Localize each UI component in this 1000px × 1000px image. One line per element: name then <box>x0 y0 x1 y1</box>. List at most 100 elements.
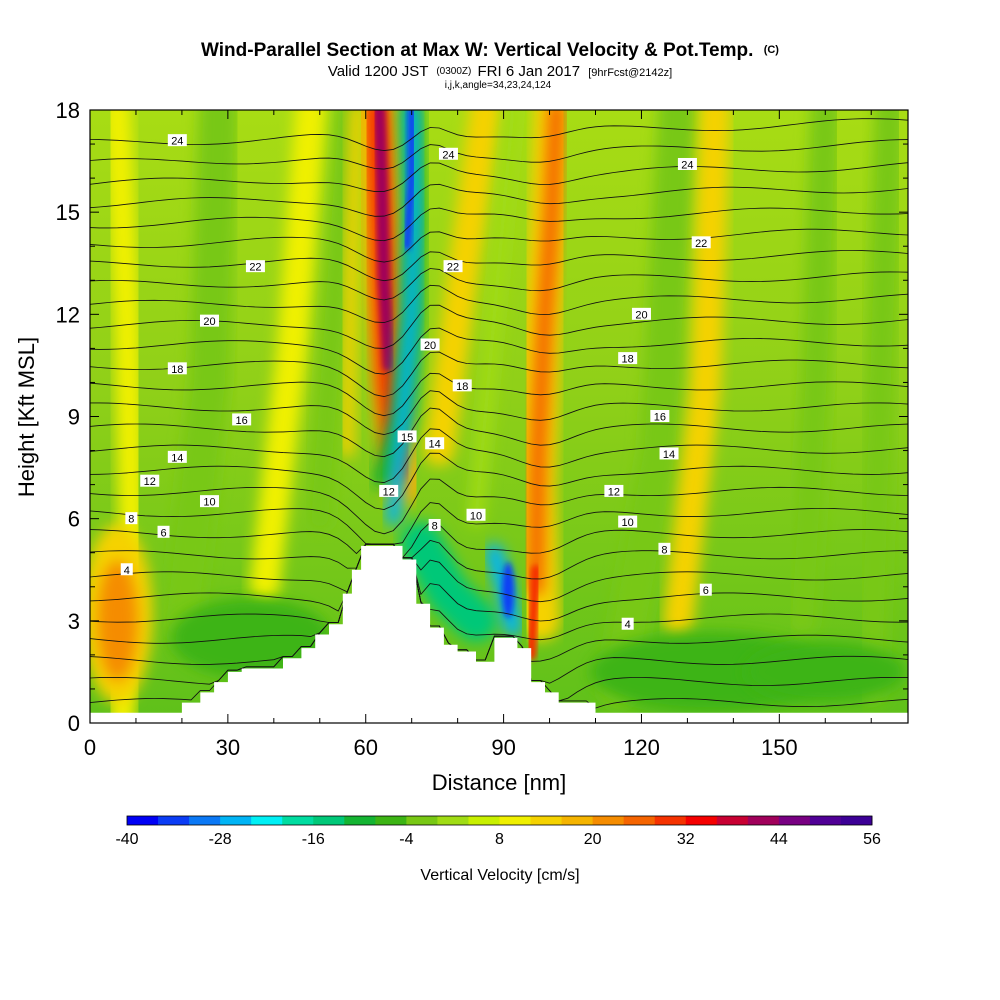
theta-label: 6 <box>157 525 170 539</box>
theta-label: 20 <box>631 307 651 321</box>
low-left-green <box>170 597 331 678</box>
stripe-left-green <box>161 110 239 641</box>
theta-label-text: 18 <box>171 364 183 376</box>
theta-label: 8 <box>125 512 138 526</box>
theta-label-text: 4 <box>625 619 631 631</box>
theta-label-text: 20 <box>203 316 215 328</box>
theta-label: 10 <box>618 515 638 529</box>
colorbar-swatch <box>220 816 252 825</box>
theta-isoline <box>90 428 908 484</box>
colorbar-tick-label: 32 <box>677 831 695 848</box>
theta-isoline <box>90 390 908 436</box>
theta-isoline <box>90 539 908 580</box>
theta-label-text: 4 <box>124 565 130 577</box>
theta-label: 10 <box>466 508 486 522</box>
theta-label: 18 <box>167 362 187 376</box>
colorbar-swatch <box>406 816 438 825</box>
colorbar-swatch <box>530 816 562 825</box>
theta-label: 12 <box>379 484 399 498</box>
colorbar-swatch <box>623 816 656 825</box>
theta-label-text: 12 <box>383 486 395 498</box>
theta-label-text: 20 <box>424 340 436 352</box>
colorbar-swatch <box>313 816 345 825</box>
colorbar-tick-label: -28 <box>209 831 232 848</box>
theta-label: 10 <box>199 495 219 509</box>
theta-isoline <box>90 351 908 398</box>
theta-isoline <box>90 327 908 375</box>
colorbar-tick-label: 8 <box>495 831 504 848</box>
theta-label-text: 16 <box>654 412 666 424</box>
y-axis-label: Height [Kft MSL] <box>14 337 39 497</box>
theta-isoline <box>90 502 908 545</box>
colorbar-swatch <box>685 816 718 825</box>
theta-isoline <box>90 543 908 641</box>
colorbar-frame <box>126 815 873 826</box>
y-tick-label: 3 <box>68 609 80 634</box>
theta-isoline <box>90 118 908 152</box>
colorbar-swatch <box>654 816 687 825</box>
theta-label: 14 <box>659 447 679 461</box>
lee-downdraft-teal <box>399 521 497 642</box>
theta-isoline <box>90 478 908 535</box>
theta-isoline <box>90 407 908 458</box>
theta-label-text: 12 <box>608 486 620 498</box>
theta-label-text: 6 <box>160 527 166 539</box>
theta-label: 22 <box>443 260 463 274</box>
theta-isoline <box>90 228 908 263</box>
theta-isoline <box>90 372 908 417</box>
colorbar-swatch <box>809 816 842 825</box>
x-axis-label: Distance [nm] <box>432 770 567 795</box>
theta-isoline <box>90 452 908 510</box>
x-tick-label: 60 <box>353 735 377 760</box>
colorbar-swatch <box>716 816 749 825</box>
theta-label: 24 <box>438 147 458 161</box>
theta-label: 12 <box>140 474 160 488</box>
svg-text:Valid 1200 JST (0300Z): Valid 1200 JST (0300Z) FRI 6 Jan 2017 [9… <box>328 61 672 80</box>
plot-area: 4 4 6 6 8 8 8 10 10 10 12 12 12 14 14 14 15 16 16 18 18 18 20 2… <box>90 110 908 723</box>
y-tick-label: 6 <box>68 507 80 532</box>
theta-label: 16 <box>650 410 670 424</box>
theta-label-text: 24 <box>442 149 454 161</box>
theta-label: 18 <box>452 379 472 393</box>
theta-label-text: 18 <box>456 381 468 393</box>
y-tick-label: 15 <box>56 200 80 225</box>
theta-isoline <box>90 543 908 603</box>
wave-downdraft-core <box>403 110 416 251</box>
colorbar-swatch <box>189 816 221 825</box>
theta-label-text: 22 <box>447 262 459 274</box>
theta-isoline <box>90 250 908 282</box>
theta-label: 24 <box>167 134 187 148</box>
x-tick-label: 150 <box>761 735 798 760</box>
subtitle-zulu: (0300Z) <box>436 66 471 77</box>
theta-label-text: 22 <box>249 262 261 274</box>
theta-label: 8 <box>428 518 441 532</box>
theta-isoline <box>90 284 908 324</box>
theta-label: 4 <box>120 563 133 577</box>
theta-label-text: 10 <box>470 510 482 522</box>
second-updraft-base <box>526 564 541 660</box>
colorbar-swatch <box>468 816 500 825</box>
theta-label-text: 8 <box>432 520 438 532</box>
terrain <box>90 545 908 723</box>
wave-updraft-core <box>373 110 395 372</box>
y-axis: 0 3 6 9 12 15 18 <box>56 98 908 736</box>
theta-label: 20 <box>420 338 440 352</box>
theta-label: 14 <box>425 437 445 451</box>
theta-label: 8 <box>658 542 671 556</box>
colorbar-swatch <box>158 816 190 825</box>
stripe-mid-yellow <box>249 110 326 602</box>
colorbar-swatch <box>344 816 376 825</box>
colorbar-tick-label: -4 <box>399 831 413 848</box>
theta-isoline <box>90 139 908 170</box>
theta-isoline <box>90 543 908 622</box>
stripe-mid-green <box>306 110 361 532</box>
theta-isoline <box>90 268 908 301</box>
theta-isoline <box>90 543 908 662</box>
theta-label: 12 <box>604 484 624 498</box>
theta-label: 22 <box>691 236 711 250</box>
colorbar-tick-label: 56 <box>863 831 881 848</box>
theta-label-text: 14 <box>171 452 183 464</box>
theta-label-text: 16 <box>236 415 248 427</box>
theta-label-text: 22 <box>695 238 707 250</box>
